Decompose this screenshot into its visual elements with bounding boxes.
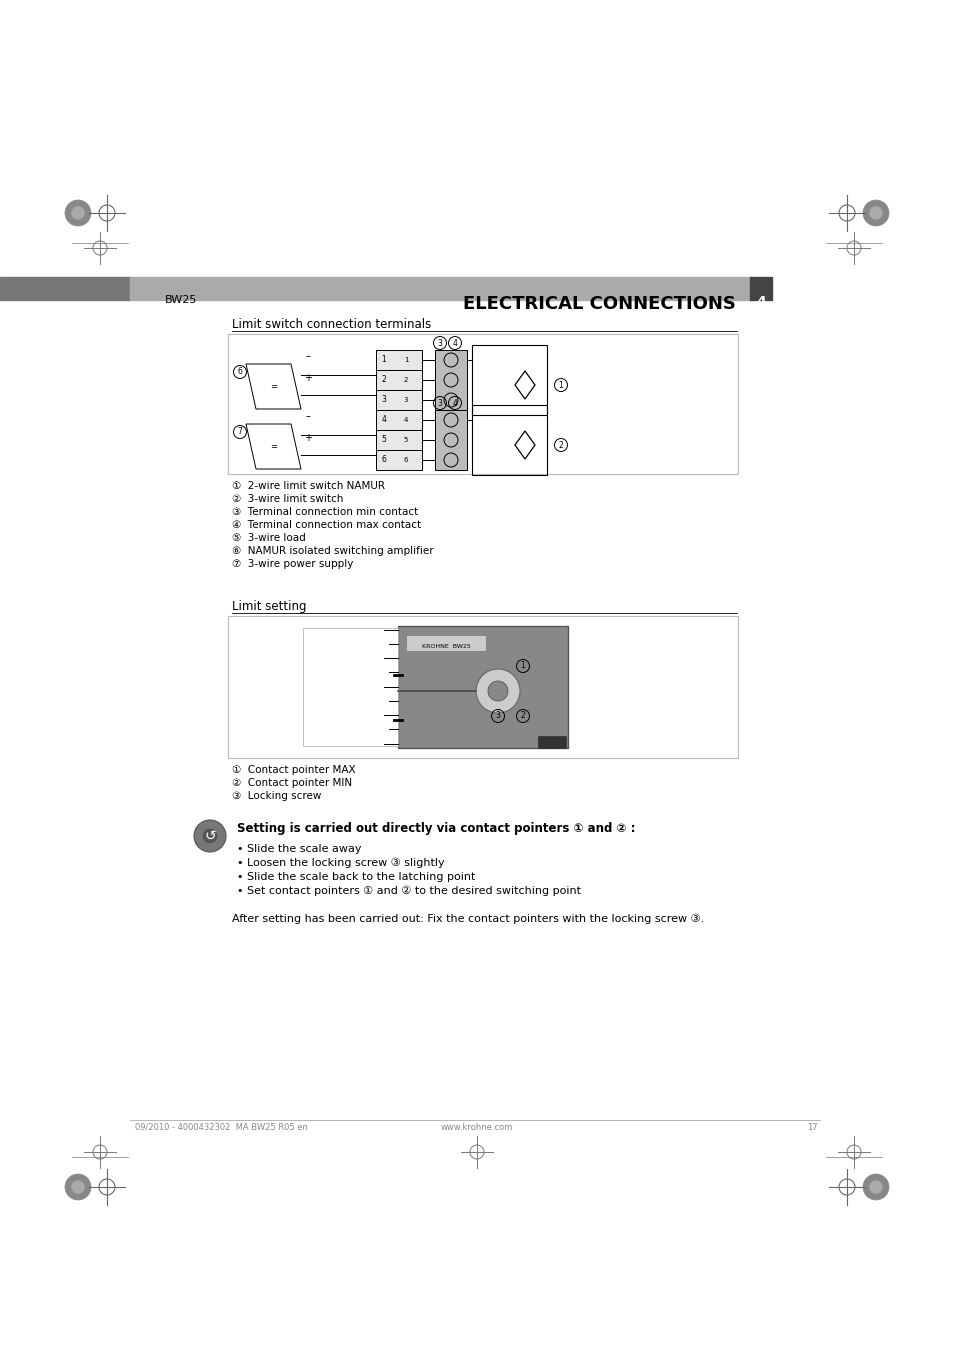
Bar [0, 277, 130, 300]
Text: ELECTRICAL CONNECTIONS: ELECTRICAL CONNECTIONS [462, 296, 747, 313]
Text: =: = [271, 443, 277, 451]
Text: ①  2-wire limit switch NAMUR: ① 2-wire limit switch NAMUR [232, 481, 385, 491]
Circle shape [868, 1180, 882, 1193]
Text: Limit switch connection terminals: Limit switch connection terminals [232, 319, 431, 331]
Text: 6: 6 [237, 367, 242, 377]
Bar [228, 616, 738, 757]
Bar [435, 410, 467, 470]
Text: www.krohne.com: www.krohne.com [440, 1123, 513, 1133]
Text: • Loosen the locking screw ③ slightly: • Loosen the locking screw ③ slightly [236, 859, 444, 868]
Text: Setting is carried out directly via contact pointers ① and ② :: Setting is carried out directly via cont… [236, 822, 635, 836]
Text: 3: 3 [437, 398, 442, 408]
Bar [397, 626, 567, 748]
Text: KROHNE  BW25: KROHNE BW25 [421, 644, 470, 649]
Bar [303, 628, 397, 747]
Text: –: – [305, 351, 310, 360]
Circle shape [71, 1180, 85, 1193]
Text: 09/2010 - 4000432302  MA BW25 R05 en: 09/2010 - 4000432302 MA BW25 R05 en [135, 1123, 308, 1133]
Text: ④  Terminal connection max contact: ④ Terminal connection max contact [232, 520, 420, 531]
Circle shape [65, 200, 91, 225]
Circle shape [476, 670, 519, 713]
Text: ②  3-wire limit switch: ② 3-wire limit switch [232, 494, 343, 504]
Text: 3: 3 [495, 711, 500, 721]
Polygon shape [246, 364, 301, 409]
Bar [749, 277, 771, 300]
Text: 4: 4 [381, 416, 386, 424]
Text: BW25: BW25 [165, 296, 197, 305]
Text: +: + [304, 433, 312, 443]
Text: 1: 1 [403, 356, 408, 363]
Bar [375, 410, 421, 431]
Text: 7: 7 [237, 428, 242, 436]
Circle shape [65, 1174, 91, 1200]
Text: –: – [305, 410, 310, 421]
Bar [375, 390, 421, 410]
Text: ①  Contact pointer MAX: ① Contact pointer MAX [232, 765, 355, 775]
Text: =: = [271, 382, 277, 391]
Text: 2: 2 [520, 711, 525, 721]
Text: 6: 6 [381, 455, 386, 464]
Text: 4: 4 [452, 339, 456, 347]
Text: ⑦  3-wire power supply: ⑦ 3-wire power supply [232, 559, 353, 568]
Text: 6: 6 [403, 458, 408, 463]
Text: 3: 3 [381, 396, 386, 405]
Bar [228, 333, 738, 474]
Text: ⑤  3-wire load: ⑤ 3-wire load [232, 533, 305, 543]
Text: 3: 3 [403, 397, 408, 404]
Text: ↺: ↺ [204, 829, 215, 842]
Text: 3: 3 [437, 339, 442, 347]
Text: 1: 1 [381, 355, 386, 364]
Bar [375, 450, 421, 470]
Text: • Slide the scale back to the latching point: • Slide the scale back to the latching p… [236, 872, 475, 882]
Bar [375, 350, 421, 370]
Bar [406, 634, 485, 651]
Text: 1: 1 [558, 381, 563, 390]
Text: ③  Locking screw: ③ Locking screw [232, 791, 321, 801]
Bar [472, 405, 546, 475]
Text: ②  Contact pointer MIN: ② Contact pointer MIN [232, 778, 352, 788]
Bar [375, 370, 421, 390]
Text: 4: 4 [452, 398, 456, 408]
Text: • Set contact pointers ① and ② to the desired switching point: • Set contact pointers ① and ② to the de… [236, 886, 580, 896]
Text: • Slide the scale away: • Slide the scale away [236, 844, 361, 855]
Text: 17: 17 [806, 1123, 817, 1133]
Text: ③  Terminal connection min contact: ③ Terminal connection min contact [232, 508, 417, 517]
Circle shape [71, 207, 85, 220]
Text: 2: 2 [381, 375, 386, 385]
Bar [472, 346, 546, 414]
Text: Limit setting: Limit setting [232, 599, 306, 613]
Text: After setting has been carried out: Fix the contact pointers with the locking sc: After setting has been carried out: Fix … [232, 914, 703, 925]
Polygon shape [246, 424, 301, 468]
Circle shape [488, 680, 507, 701]
Text: 5: 5 [403, 437, 408, 443]
Text: 4: 4 [756, 296, 765, 309]
Bar [130, 277, 751, 300]
Bar [537, 736, 565, 748]
Text: 1: 1 [520, 662, 525, 671]
Circle shape [202, 828, 218, 844]
Bar [375, 431, 421, 450]
Text: ⑥  NAMUR isolated switching amplifier: ⑥ NAMUR isolated switching amplifier [232, 545, 434, 556]
Bar [435, 350, 467, 410]
Circle shape [862, 200, 888, 225]
Circle shape [193, 819, 226, 852]
Text: 4: 4 [403, 417, 408, 423]
Text: 2: 2 [403, 377, 408, 383]
Text: 5: 5 [381, 436, 386, 444]
Circle shape [862, 1174, 888, 1200]
Circle shape [868, 207, 882, 220]
Text: 2: 2 [558, 440, 563, 450]
Text: +: + [304, 373, 312, 383]
